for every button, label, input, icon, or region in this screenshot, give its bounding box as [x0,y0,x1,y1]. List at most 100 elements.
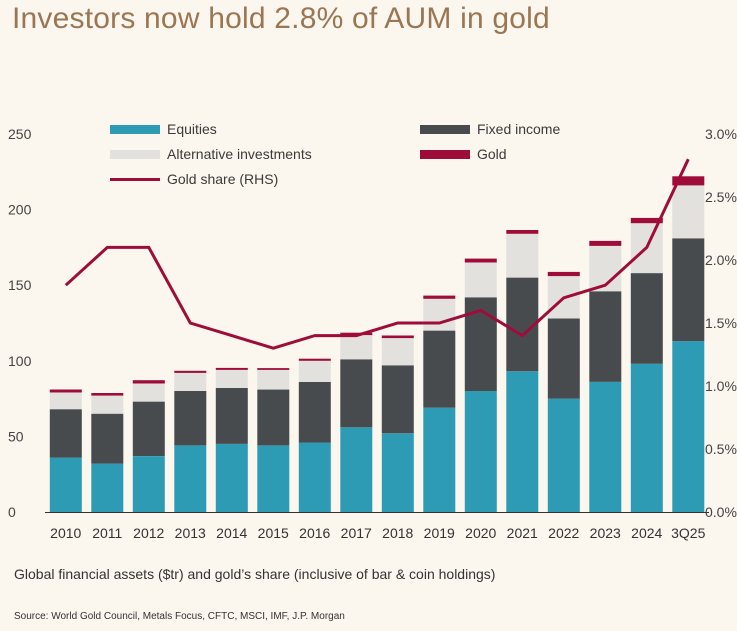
x-axis-tick-label: 3Q25 [671,525,705,541]
bar-gold [589,240,622,246]
bar-gold [215,367,248,370]
bar-gold [257,368,290,370]
legend-swatch-gold-share [110,177,160,181]
legend-swatch-equities [110,124,160,134]
bar-equities [381,433,414,512]
bar-equities [49,457,82,512]
bar-alternatives [506,233,539,278]
x-axis-tick-label: 2022 [548,525,579,541]
legend-item-fixed-income: Fixed income [420,121,560,137]
bar-alternatives [464,262,497,298]
stacked-bar-chart: 0 50 100 150 200 250 0.0% 0.5% 1.0% 1.5% 2.0% 2.5% 3… [8,126,737,541]
bar-alternatives [91,395,124,414]
bar-gold [630,217,663,224]
x-axis-tick-label: 2016 [299,525,330,541]
bar-equities [298,442,331,512]
bar-alternatives [672,185,705,239]
bar-equities [132,456,165,512]
right-axis-tick-label: 1.0% [705,378,737,394]
right-axis-tick-label: 1.5% [705,315,737,331]
bar-equities [464,391,497,512]
legend-item-equities: Equities [110,121,217,137]
left-axis-tick-label: 100 [8,353,32,369]
bar-fixed_income [423,330,456,408]
bar-equities [91,463,124,512]
x-axis-tick-label: 2015 [258,525,289,541]
bar-alternatives [298,360,331,382]
legend-label-equities: Equities [167,121,217,137]
x-axis-tick-label: 2019 [424,525,455,541]
bar-equities [215,444,248,512]
legend-label-gold: Gold [477,146,507,162]
bar-fixed_income [298,382,331,443]
x-axis-tick-label: 2012 [133,525,164,541]
bar-fixed_income [49,409,82,458]
bar-fixed_income [215,388,248,444]
bar-gold [464,258,497,263]
bar-fixed_income [91,413,124,464]
bar-equities [672,341,705,512]
bar-equities [423,407,456,512]
x-axis-tick-label: 2018 [382,525,413,541]
x-axis-tick-label: 2017 [341,525,372,541]
x-axis-tick-label: 2024 [631,525,662,541]
left-axis-tick-label: 50 [8,428,24,444]
bar-alternatives [257,369,290,390]
bar-equities [589,382,622,512]
bar-gold [298,358,331,361]
right-axis-tick-label: 3.0% [705,126,737,142]
chart-source: Source: World Gold Council, Metals Focus… [14,611,345,622]
legend-swatch-fixed-income [420,124,470,134]
bar-gold [547,271,580,277]
bar-gold [381,335,414,339]
bar-fixed_income [547,318,580,399]
bar-alternatives [132,383,165,402]
bar-equities [630,363,663,512]
x-axis-tick-label: 2013 [175,525,206,541]
bar-fixed_income [132,401,165,456]
x-axis-tick-label: 2014 [216,525,247,541]
bar-fixed_income [630,273,663,364]
right-axis-tick-label: 2.5% [705,189,737,205]
bar-alternatives [340,335,373,360]
left-axis-tick-label: 200 [8,202,32,218]
legend-item-gold-share: Gold share (RHS) [110,171,278,187]
bar-alternatives [49,392,82,410]
legend-swatch-gold [420,149,470,159]
left-axis-tick-label: 250 [8,126,32,142]
bar-alternatives [215,369,248,388]
bar-gold [49,389,82,393]
bar-gold [423,295,456,299]
legend-label-alternatives: Alternative investments [167,146,312,162]
legend-item-gold: Gold [420,146,507,162]
bar-fixed_income [672,238,705,342]
x-axis-tick-label: 2023 [590,525,621,541]
bar-equities [257,445,290,512]
x-axis-tick-label: 2021 [507,525,538,541]
right-axis-tick-label: 2.0% [705,252,737,268]
legend-label-fixed-income: Fixed income [477,121,561,137]
bar-equities [340,427,373,512]
chart-title: Investors now hold 2.8% of AUM in gold [12,2,550,35]
x-axis-tick-label: 2010 [50,525,81,541]
bar-fixed_income [340,359,373,428]
bar-gold [340,332,373,336]
left-axis-tick-label: 150 [8,277,32,293]
bar-gold [174,370,207,373]
bar-gold [132,380,165,384]
bar-fixed_income [257,389,290,446]
bar-alternatives [423,298,456,331]
legend-label-gold-share: Gold share (RHS) [167,171,279,187]
bar-equities [174,445,207,512]
bar-gold [506,230,539,234]
x-axis-tick-label: 2011 [92,525,122,541]
left-axis-tick-label: 0 [8,504,16,520]
bar-equities [547,398,580,512]
bar-alternatives [381,338,414,366]
legend-swatch-alternatives [110,149,160,159]
bar-gold [672,176,705,186]
chart-caption: Global financial assets ($tr) and gold’s… [14,566,496,582]
bar-fixed_income [381,365,414,434]
bar-gold [91,393,124,396]
gold-share-line [64,158,690,350]
